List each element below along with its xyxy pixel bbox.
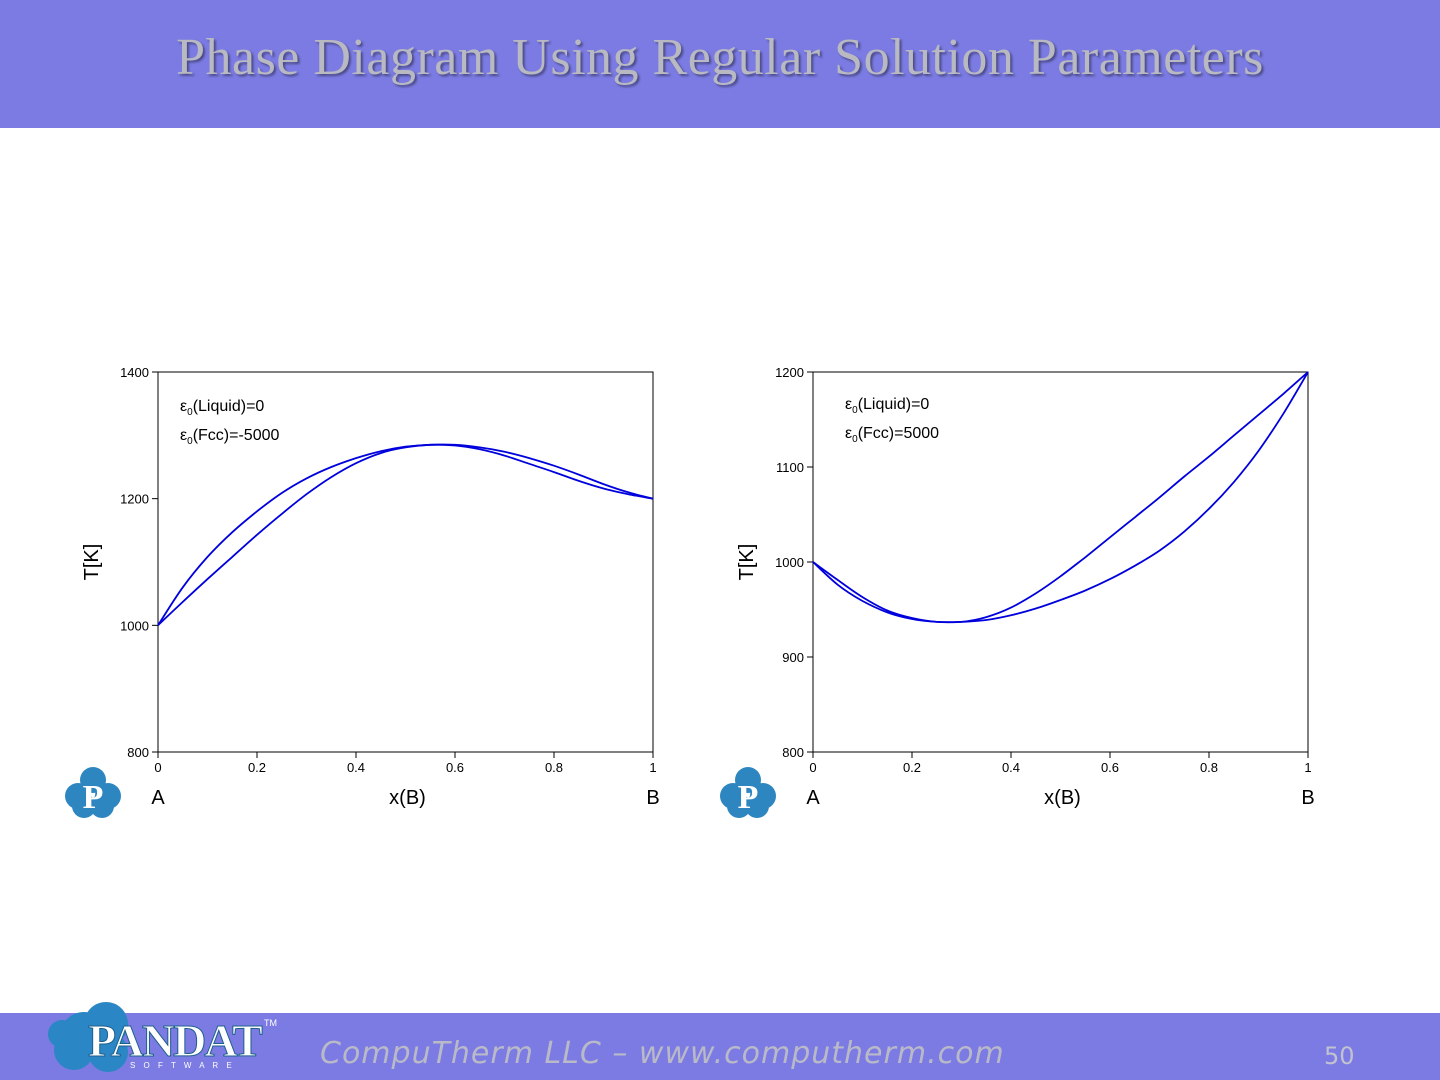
epsilon-subscript: 0 (852, 405, 858, 416)
epsilon-subscript: 0 (852, 434, 858, 445)
epsilon-subscript: 0 (187, 407, 193, 418)
x-tick-label: 0.8 (545, 760, 563, 775)
footer-company-url: CompuTherm LLC – www.computherm.com (320, 1036, 1005, 1071)
x-tick-label: 1 (649, 760, 656, 775)
y-tick-label: 1400 (120, 365, 149, 380)
y-tick-label: 1000 (775, 555, 804, 570)
y-tick-label: 800 (127, 745, 149, 760)
logo-subtext: S O F T W A R E (130, 1061, 235, 1070)
x-tick-label: 0.6 (446, 760, 464, 775)
x-tick-label: 0 (809, 760, 816, 775)
epsilon-annotation: ε0(Fcc)=5000 (845, 425, 939, 445)
x-tick-label: 0 (154, 760, 161, 775)
component-a-label: A (151, 787, 165, 809)
y-tick-label: 800 (782, 745, 804, 760)
x-tick-label: 0.6 (1101, 760, 1119, 775)
x-tick-label: 0.2 (903, 760, 921, 775)
x-tick-label: 0.4 (347, 760, 365, 775)
epsilon-subscript: 0 (187, 436, 193, 447)
y-axis-title: T[K] (81, 544, 103, 581)
x-axis-title: x(B) (389, 787, 426, 809)
y-tick-label: 1200 (120, 492, 149, 507)
epsilon-value: (Fcc)=5000 (858, 425, 939, 442)
component-b-label: B (646, 787, 659, 809)
logo-wordmark: PANDAT (88, 1015, 262, 1066)
pandat-logo: PANDAT TM S O F T W A R E (48, 1002, 277, 1072)
epsilon-symbol: ε (180, 398, 187, 415)
epsilon-value: (Fcc)=-5000 (193, 427, 280, 444)
y-tick-label: 900 (782, 650, 804, 665)
epsilon-value: (Liquid)=0 (858, 396, 930, 413)
y-tick-label: 1100 (776, 460, 804, 475)
footer-bar (0, 1013, 1440, 1080)
epsilon-symbol: ε (845, 396, 852, 413)
plot-frame (157, 371, 654, 753)
component-a-label: A (806, 787, 820, 809)
epsilon-annotation: ε0(Liquid)=0 (180, 398, 264, 418)
y-tick-label: 1200 (775, 365, 804, 380)
x-tick-label: 0.2 (248, 760, 266, 775)
pandat-p-logo-icon: P (65, 767, 121, 818)
liquidus-line (812, 371, 1309, 624)
trademark: TM (264, 1018, 277, 1028)
logo-letter: P (83, 779, 104, 816)
slide-title: Phase Diagram Using Regular Solution Par… (176, 29, 1264, 86)
epsilon-annotation: ε0(Fcc)=-5000 (180, 427, 280, 447)
x-tick-label: 0.8 (1200, 760, 1218, 775)
epsilon-symbol: ε (180, 427, 187, 444)
epsilon-symbol: ε (845, 425, 852, 442)
logo-letter: P (738, 779, 759, 816)
solidus-line (812, 371, 1309, 624)
title-bar (0, 0, 1440, 128)
epsilon-annotation: ε0(Liquid)=0 (845, 396, 929, 416)
x-axis-title: x(B) (1044, 787, 1081, 809)
y-tick-label: 1000 (120, 618, 149, 633)
epsilon-value: (Liquid)=0 (193, 398, 265, 415)
x-tick-label: 0.4 (1002, 760, 1020, 775)
y-axis-title: T[K] (736, 544, 758, 581)
pandat-p-logo-icon: P (720, 767, 776, 818)
solidus-line (157, 443, 654, 626)
page-number: 50 (1324, 1042, 1355, 1070)
component-b-label: B (1301, 787, 1314, 809)
x-tick-label: 1 (1304, 760, 1311, 775)
